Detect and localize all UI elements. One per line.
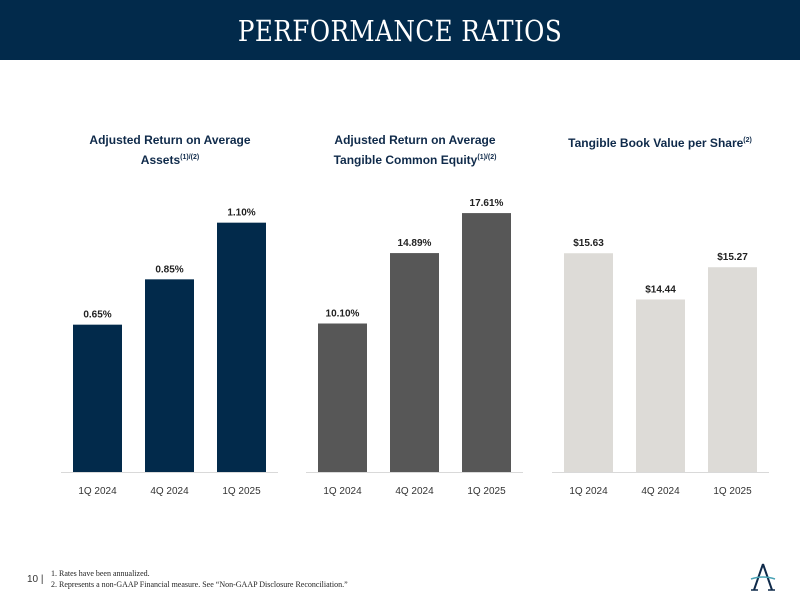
chart-title-rotce: Adjusted Return on Average Tangible Comm… [295,132,535,169]
bar [564,253,613,472]
page-title: PERFORMANCE RATIOS [237,14,563,48]
chart-title-tbvps: Tangible Book Value per Share(2) [540,132,780,152]
x-tick-label: 4Q 2024 [641,486,680,497]
bar [145,279,194,472]
chart-title-footnote: (1)/(2) [477,154,497,161]
x-tick-label: 1Q 2025 [222,486,261,497]
bar [318,323,367,472]
x-tick-label: 4Q 2024 [395,486,434,497]
bar [636,299,685,472]
data-label: 0.85% [155,264,183,275]
x-tick-label: 1Q 2025 [467,486,506,497]
bar [390,253,439,472]
chart-title-line2: Tangible Common Equity [333,153,478,167]
chart-title-footnote: (2) [743,137,752,144]
chart-title-line2: Assets [140,153,181,167]
title-bar: PERFORMANCE RATIOS [0,0,800,60]
x-tick-label: 1Q 2025 [713,486,752,497]
data-label: 14.89% [398,238,432,249]
chart-title-line1: Tangible Book Value per Share [568,136,744,150]
x-tick-label: 1Q 2024 [78,486,117,497]
data-label: 10.10% [326,309,360,320]
footnote-2: 2. Represents a non-GAAP Financial measu… [51,580,348,589]
chart-title-line1: Adjusted Return on Average [89,133,251,147]
data-label: 17.61% [470,198,504,209]
data-label: 1.10% [227,208,255,219]
data-label: $15.63 [573,238,604,249]
chart-2: $15.63 1Q 2024 $14.44 4Q 2024 $15.27 1Q 2025 [552,238,769,497]
x-tick-label: 1Q 2024 [569,486,608,497]
bar [708,267,757,472]
footnotes: 1. Rates have been annualized. 2. Repres… [51,568,348,590]
data-label: $14.44 [645,284,676,295]
chart-1: 10.10% 1Q 2024 14.89% 4Q 2024 17.61% 1Q 2025 [306,198,523,497]
company-logo-icon [750,563,776,591]
data-label: $15.27 [717,252,748,263]
bar [462,213,511,473]
bar [217,222,266,472]
chart-0: 0.65% 1Q 2024 0.85% 4Q 2024 1.10% 1Q 2025 [61,208,278,497]
chart-title-line1: Adjusted Return on Average [334,133,496,147]
page-number: 10 | [27,574,44,585]
chart-title-roaa: Adjusted Return on Average Assets(1)/(2) [50,132,290,169]
x-tick-label: 1Q 2024 [323,486,362,497]
footnote-1: 1. Rates have been annualized. [51,569,150,578]
x-tick-label: 4Q 2024 [150,486,189,497]
bar [73,324,122,472]
data-label: 0.65% [83,310,111,321]
chart-title-footnote: (1)/(2) [180,154,200,161]
